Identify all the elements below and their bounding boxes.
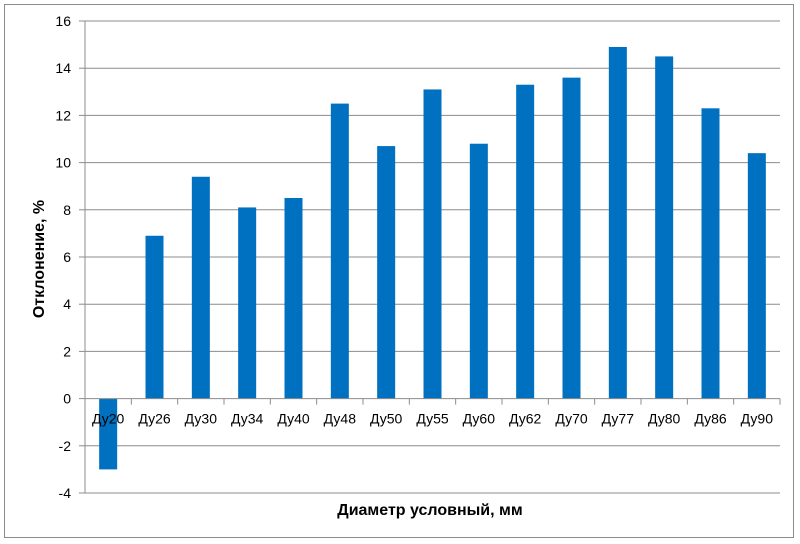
x-tick-label: Ду34 — [231, 411, 264, 427]
y-tick-label: 4 — [63, 296, 71, 312]
y-tick-label: 14 — [55, 60, 71, 76]
bar — [238, 207, 257, 399]
y-tick-label: -2 — [59, 438, 72, 454]
y-tick-labels: -4 -2 0 2 4 6 8 10 12 14 16 — [55, 13, 71, 501]
bar — [99, 398, 118, 470]
x-tick-label: Ду80 — [648, 411, 681, 427]
bar — [516, 84, 535, 399]
bar — [655, 56, 674, 399]
x-tick-label: Ду30 — [185, 411, 218, 427]
x-tick-label: Ду60 — [463, 411, 496, 427]
x-axis-title: Диаметр условный, мм — [337, 502, 522, 519]
x-tick-label: Ду50 — [370, 411, 403, 427]
x-tick-label: Ду70 — [555, 411, 588, 427]
x-tick-label: Ду20 — [92, 411, 125, 427]
bar — [284, 198, 303, 399]
bar — [330, 103, 349, 399]
x-tick-label: Ду90 — [741, 411, 774, 427]
bar — [191, 176, 210, 399]
bar — [377, 146, 396, 399]
bars — [99, 46, 766, 470]
bar — [608, 46, 627, 399]
bar — [701, 108, 720, 399]
y-tick-label: 16 — [55, 13, 71, 29]
bar — [423, 89, 442, 399]
x-tick-label: Ду77 — [602, 411, 635, 427]
x-tick-label: Ду86 — [694, 411, 727, 427]
bar — [469, 143, 488, 399]
x-tick-label: Ду40 — [277, 411, 310, 427]
bar — [562, 77, 581, 399]
y-tick-label: 0 — [63, 391, 71, 407]
x-tick-label: Ду55 — [416, 411, 449, 427]
y-tick-label: 6 — [63, 249, 71, 265]
x-tick-label: Ду26 — [138, 411, 171, 427]
y-tick-label: 10 — [55, 155, 71, 171]
x-tick-label: Ду48 — [324, 411, 357, 427]
y-tick-label: 8 — [63, 202, 71, 218]
y-tick-label: 2 — [63, 343, 71, 359]
bar — [747, 153, 766, 399]
bar — [145, 235, 164, 399]
x-tick-label: Ду62 — [509, 411, 542, 427]
y-tick-label: -4 — [59, 485, 72, 501]
axes — [79, 20, 781, 494]
x-tick-labels: Ду20 Ду26 Ду30 Ду34 Ду40 Ду48 Ду50 Ду55 Ду60 Ду62… — [92, 411, 773, 427]
y-tick-label: 12 — [55, 107, 71, 123]
y-axis-title: Отклонение, % — [31, 200, 48, 318]
